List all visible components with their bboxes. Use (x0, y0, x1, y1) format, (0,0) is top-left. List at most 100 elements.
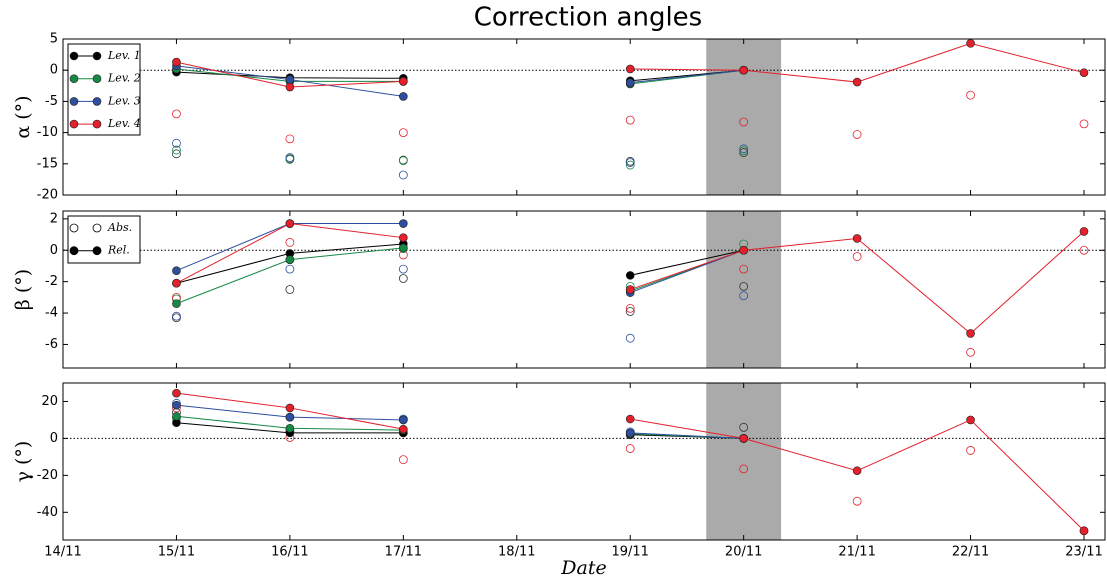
x-tick-label: 17/11 (385, 545, 422, 560)
legend-marker (92, 119, 102, 129)
legend-label: Lev. 3 (107, 94, 141, 107)
legend-marker (69, 74, 79, 83)
abs-marker (285, 153, 295, 162)
y-tick-label: 5 (50, 32, 58, 47)
x-tick-label: 20/11 (725, 545, 762, 560)
series-line (630, 69, 744, 84)
rel-marker (172, 388, 181, 398)
rel-marker (625, 78, 635, 87)
rel-marker (966, 39, 975, 48)
rel-marker (285, 412, 295, 422)
abs-marker (852, 252, 862, 261)
y-tick-label: 20 (41, 394, 58, 409)
x-tick-label: 16/11 (271, 545, 308, 560)
y-tick-label: 0 (50, 431, 58, 446)
abs-marker (285, 264, 295, 274)
abs-marker (625, 307, 635, 316)
y-tick-label: -20 (37, 188, 58, 203)
chart-title: Correction angles (474, 3, 702, 33)
abs-marker (625, 158, 635, 167)
x-tick-label: 14/11 (44, 545, 81, 560)
abs-marker (398, 274, 408, 283)
abs-marker (398, 455, 408, 465)
series-line (630, 432, 744, 439)
rel-marker (966, 329, 975, 338)
legend-box (67, 215, 141, 264)
legend-marker (69, 97, 79, 106)
abs-marker (285, 285, 295, 294)
abs-marker (172, 149, 181, 159)
abs-marker (966, 347, 975, 357)
rel-marker (285, 219, 295, 228)
rel-marker (285, 255, 295, 264)
abs-marker (852, 130, 862, 139)
y-tick-label: -10 (37, 125, 58, 140)
abs-marker (739, 148, 749, 157)
x-tick-label: 18/11 (498, 545, 535, 560)
rel-marker (172, 278, 181, 288)
legend-marker (69, 51, 79, 61)
series-line (630, 42, 1085, 83)
abs-marker (285, 237, 295, 247)
legend-marker (92, 97, 102, 106)
rel-marker (285, 82, 295, 92)
rel-marker (172, 400, 181, 410)
rel-marker (1079, 526, 1089, 536)
abs-marker (398, 264, 408, 274)
y-tick-label: 0 (50, 243, 58, 258)
rel-marker (739, 65, 748, 75)
rel-marker (739, 434, 748, 443)
abs-marker (172, 145, 181, 155)
legend-marker (69, 246, 79, 256)
rel-marker (625, 271, 635, 280)
rel-marker (852, 77, 862, 87)
x-axis-label: Date (560, 557, 606, 578)
plot-frame (62, 210, 1106, 369)
legend-label: Lev. 1 (107, 49, 141, 62)
abs-marker (398, 156, 408, 166)
legend-marker (92, 246, 102, 256)
rel-marker (285, 403, 295, 413)
rel-marker (285, 423, 295, 433)
abs-marker (625, 303, 635, 313)
rel-marker (285, 75, 295, 84)
legend-label: Lev. 2 (107, 72, 141, 85)
y-tick-label: -15 (37, 156, 58, 171)
x-tick-label: 23/11 (1065, 545, 1102, 560)
abs-marker (398, 155, 408, 165)
legend-label: Abs. (107, 221, 132, 234)
y-tick-label: -5 (45, 94, 58, 109)
abs-marker (1079, 245, 1089, 255)
highlight-span (706, 383, 782, 540)
y-axis-label: β (°) (12, 269, 34, 310)
abs-marker (625, 160, 635, 170)
x-tick-label: 19/11 (611, 545, 648, 560)
abs-marker (966, 90, 975, 100)
rel-marker (399, 219, 408, 228)
rel-marker (852, 466, 862, 476)
rel-marker (625, 64, 635, 74)
abs-marker (739, 464, 749, 474)
y-axis-label: α (°) (12, 95, 34, 138)
abs-marker (625, 444, 635, 453)
abs-marker (285, 155, 295, 164)
rel-marker (399, 92, 408, 101)
series-line (630, 249, 744, 276)
legend-box (67, 43, 141, 136)
abs-marker (398, 128, 408, 138)
abs-marker (739, 117, 749, 127)
legend-marker (69, 119, 79, 129)
abs-marker (852, 496, 862, 506)
highlight-span (706, 39, 782, 195)
abs-marker (285, 134, 295, 144)
rel-marker (399, 233, 408, 242)
rel-marker (172, 266, 181, 275)
abs-marker (398, 170, 408, 180)
rel-marker (966, 415, 975, 425)
highlight-span (706, 211, 782, 368)
abs-marker (172, 311, 181, 321)
y-tick-label: 0 (50, 63, 58, 78)
rel-marker (1079, 68, 1089, 77)
abs-marker (625, 333, 635, 343)
